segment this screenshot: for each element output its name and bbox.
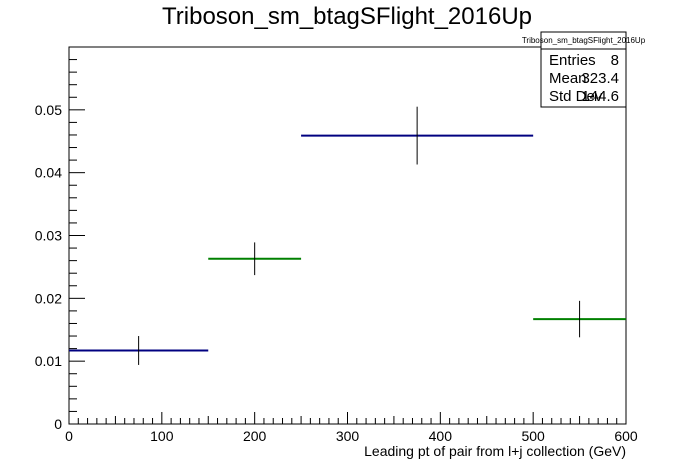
stats-stddev-label: Std Dev xyxy=(549,88,603,105)
chart-title: Triboson_sm_btagSFlight_2016Up xyxy=(162,3,532,30)
stats-box-title: Triboson_sm_btagSFlight_2016Up xyxy=(522,36,646,45)
y-tick-label: 0.02 xyxy=(35,290,62,306)
stats-box: Triboson_sm_btagSFlight_2016Up Entries 8… xyxy=(522,31,646,108)
x-tick-labels: 0 100 200 300 400 500 600 xyxy=(65,428,638,444)
histogram-bins xyxy=(69,106,626,365)
y-tick-label: 0.05 xyxy=(35,102,62,118)
stats-box-frame xyxy=(540,31,627,108)
y-tick-label: 0.04 xyxy=(35,165,62,181)
y-tick-label: 0.01 xyxy=(35,353,62,369)
y-tick-labels: 0 0.01 0.02 0.03 0.04 0.05 xyxy=(35,102,62,432)
axis-ticks xyxy=(68,46,627,425)
y-tick-label: 0.03 xyxy=(35,228,62,244)
x-tick-label: 0 xyxy=(65,428,73,444)
stats-stddev-value: 144.6 xyxy=(581,88,619,105)
x-tick-label: 500 xyxy=(521,428,545,444)
x-tick-label: 300 xyxy=(336,428,360,444)
x-tick-label: 200 xyxy=(243,428,267,444)
x-tick-label: 100 xyxy=(150,428,174,444)
stats-mean-label: Mean xyxy=(549,70,587,87)
stats-entries-value: 8 xyxy=(611,52,619,69)
x-tick-label: 600 xyxy=(614,428,638,444)
stats-mean-value: 323.4 xyxy=(581,70,619,87)
x-axis-title: Leading pt of pair from l+j collection (… xyxy=(364,443,626,459)
y-tick-label: 0 xyxy=(54,416,62,432)
stats-entries-label: Entries xyxy=(549,52,596,69)
x-tick-label: 400 xyxy=(429,428,453,444)
